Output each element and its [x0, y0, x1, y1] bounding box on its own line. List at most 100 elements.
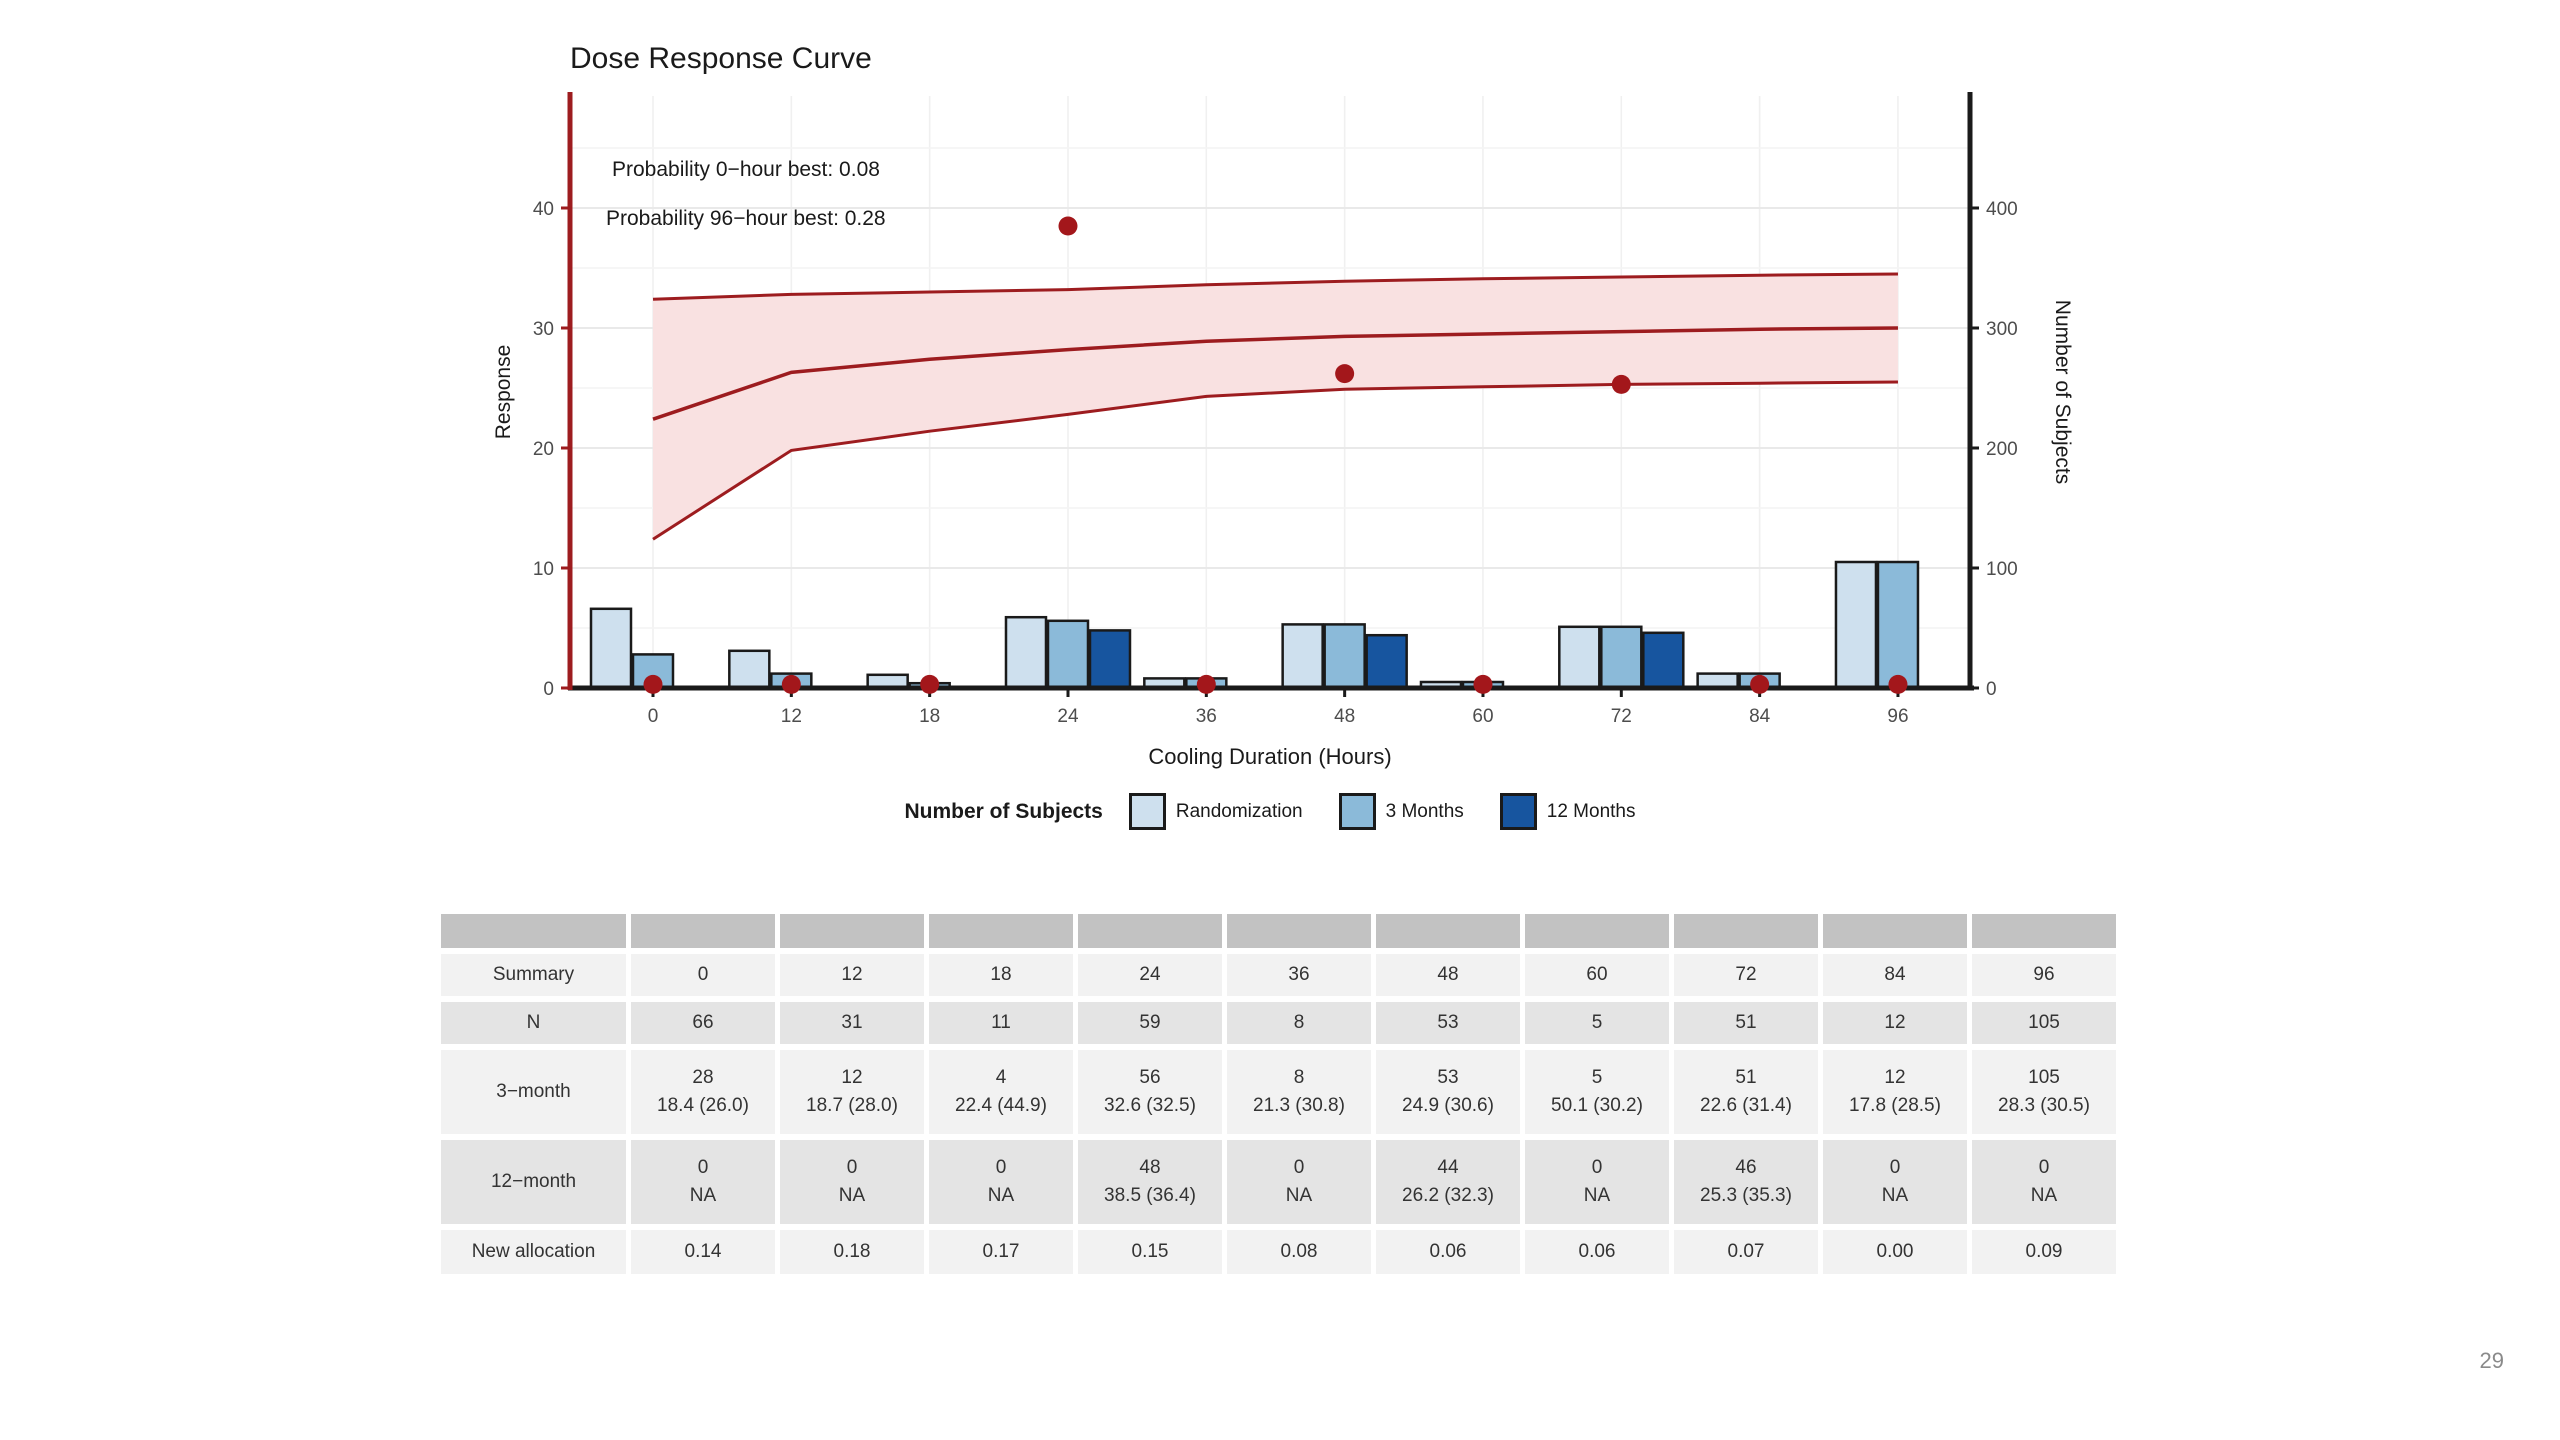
bar-randomization	[1004, 615, 1048, 690]
table-cell: 51 22.6 (31.4)	[1674, 1050, 1818, 1134]
table-cell: 0 NA	[1972, 1140, 2116, 1224]
table-header-cell	[1525, 914, 1669, 948]
table-header-cell	[631, 914, 775, 948]
red-dot	[781, 674, 801, 694]
table-cell: 0 NA	[780, 1140, 924, 1224]
red-dot	[1335, 364, 1355, 384]
x-tick-label: 18	[919, 706, 940, 727]
three-months-swatch	[1338, 793, 1376, 830]
x-tick-label: 24	[1057, 706, 1079, 727]
red-dot	[1888, 674, 1908, 694]
y-left-axis-title: Response	[492, 345, 515, 440]
red-dot	[1196, 674, 1216, 694]
table-cell: 28 18.4 (26.0)	[631, 1050, 775, 1134]
table-cell: 48	[1376, 954, 1520, 996]
x-tick-label: 84	[1749, 706, 1771, 727]
chart-text: Dose Response Curve Probability 0−hour be…	[492, 42, 2074, 769]
y-right-tick-label: 400	[1986, 199, 2018, 220]
table-cell: 8 21.3 (30.8)	[1227, 1050, 1371, 1134]
table-header-cell	[1674, 914, 1818, 948]
y-right-tick-label: 200	[1986, 439, 2018, 460]
bar-12-months	[1642, 631, 1685, 690]
legend-item-3-months: 3 Months	[1338, 793, 1464, 830]
table-cell: 59	[1078, 1002, 1222, 1044]
subject-bars	[589, 560, 1920, 690]
table-cell: 0 NA	[631, 1140, 775, 1224]
table-cell: 105 28.3 (30.5)	[1972, 1050, 2116, 1134]
red-dot	[920, 674, 940, 694]
table-row-label: New allocation	[441, 1230, 626, 1274]
y-left-tick-label: 40	[533, 199, 554, 220]
red-dot	[1611, 374, 1631, 394]
chart-title: Dose Response Curve	[570, 42, 872, 75]
table-cell: 0.14	[631, 1230, 775, 1274]
randomization-swatch	[1128, 793, 1166, 830]
x-tick-label: 48	[1334, 706, 1355, 727]
red-dot	[1058, 216, 1078, 236]
x-tick-label: 36	[1196, 706, 1217, 727]
table-cell: 84	[1823, 954, 1967, 996]
legend-item-label: 3 Months	[1385, 800, 1464, 822]
confidence-band	[652, 272, 1898, 541]
annotation-prob-96hour: Probability 96−hour best: 0.28	[606, 207, 886, 230]
table-header-cell	[1376, 914, 1520, 948]
table-cell: 0.18	[780, 1230, 924, 1274]
table-cell: 5 50.1 (30.2)	[1525, 1050, 1669, 1134]
red-dot	[643, 674, 663, 694]
annotation-prob-0hour: Probability 0−hour best: 0.08	[612, 158, 880, 181]
table-cell: 31	[780, 1002, 924, 1044]
x-axis-title: Cooling Duration (Hours)	[1148, 744, 1391, 769]
table-cell: 8	[1227, 1002, 1371, 1044]
y-left-tick-label: 30	[533, 319, 554, 340]
table-header-cell	[1972, 914, 2116, 948]
table-cell: 24	[1078, 954, 1222, 996]
table-header-cell	[929, 914, 1073, 948]
legend-item-label: 12 Months	[1546, 800, 1636, 822]
axes	[561, 92, 1979, 697]
y-left-tick-label: 10	[533, 559, 554, 580]
x-tick-label: 12	[781, 706, 802, 727]
y-right-tick-label: 0	[1986, 679, 1997, 700]
legend-title: Number of Subjects	[904, 799, 1103, 823]
table-row-label: Summary	[441, 954, 626, 996]
red-dot	[1473, 674, 1493, 694]
table-cell: 48 38.5 (36.4)	[1078, 1140, 1222, 1224]
table-row-label: 3−month	[441, 1050, 626, 1134]
observed-mean-dots	[643, 216, 1908, 694]
table-cell: 96	[1972, 954, 2116, 996]
bar-3-months	[1046, 619, 1090, 690]
table-cell: 53	[1376, 1002, 1520, 1044]
bar-12-months	[1365, 633, 1408, 690]
table-cell: 0 NA	[1823, 1140, 1967, 1224]
table-cell: 36	[1227, 954, 1371, 996]
table-cell: 72	[1674, 954, 1818, 996]
table-header-cell	[780, 914, 924, 948]
table-cell: 12 18.7 (28.0)	[780, 1050, 924, 1134]
table-cell: 51	[1674, 1002, 1818, 1044]
table-cell: 0	[631, 954, 775, 996]
summary-table: Summary 0 12 18 24 36 48 60 72 84 96 N 66 31 11 59 8 53 5 5…	[436, 908, 2121, 1280]
x-tick-label: 72	[1611, 706, 1632, 727]
y-left-tick-label: 0	[543, 679, 554, 700]
bar-randomization	[728, 649, 771, 690]
table-cell: 0.00	[1823, 1230, 1967, 1274]
table-header-cell	[1078, 914, 1222, 948]
table-cell: 0.09	[1972, 1230, 2116, 1274]
chart-legend: Number of Subjects Randomization 3 Month…	[470, 793, 2070, 830]
table-cell: 12	[780, 954, 924, 996]
x-tick-label: 60	[1472, 706, 1493, 727]
bar-randomization	[589, 607, 633, 690]
table-cell: 105	[1972, 1002, 2116, 1044]
table-cell: 0 NA	[1227, 1140, 1371, 1224]
table-row-label: N	[441, 1002, 626, 1044]
red-dot	[1750, 674, 1770, 694]
bar-12-months	[1088, 629, 1132, 690]
bar-3-months	[1876, 560, 1920, 690]
page-number: 29	[2479, 1348, 2504, 1373]
table-cell: 12 17.8 (28.5)	[1823, 1050, 1967, 1134]
y-right-tick-label: 300	[1986, 319, 2018, 340]
table-cell: 0.15	[1078, 1230, 1222, 1274]
bar-randomization	[1558, 625, 1601, 690]
x-tick-label: 96	[1887, 706, 1908, 727]
legend-item-randomization: Randomization	[1128, 793, 1303, 830]
